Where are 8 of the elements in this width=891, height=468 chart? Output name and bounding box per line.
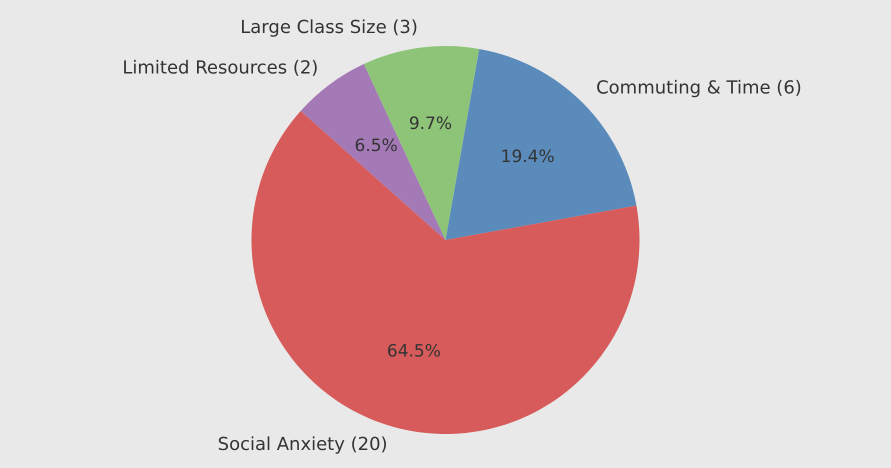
data-label: 6.5% — [354, 136, 398, 156]
data-label: 64.5% — [386, 341, 441, 362]
slice-label: Social Anxiety (20) — [218, 434, 388, 456]
data-label: 9.7% — [408, 114, 452, 134]
data-label: 19.4% — [500, 146, 555, 167]
slice-label: Commuting & Time (6) — [596, 77, 802, 98]
slice-label: Large Class Size (3) — [240, 17, 418, 38]
slice-label: Limited Resources (2) — [122, 57, 318, 78]
